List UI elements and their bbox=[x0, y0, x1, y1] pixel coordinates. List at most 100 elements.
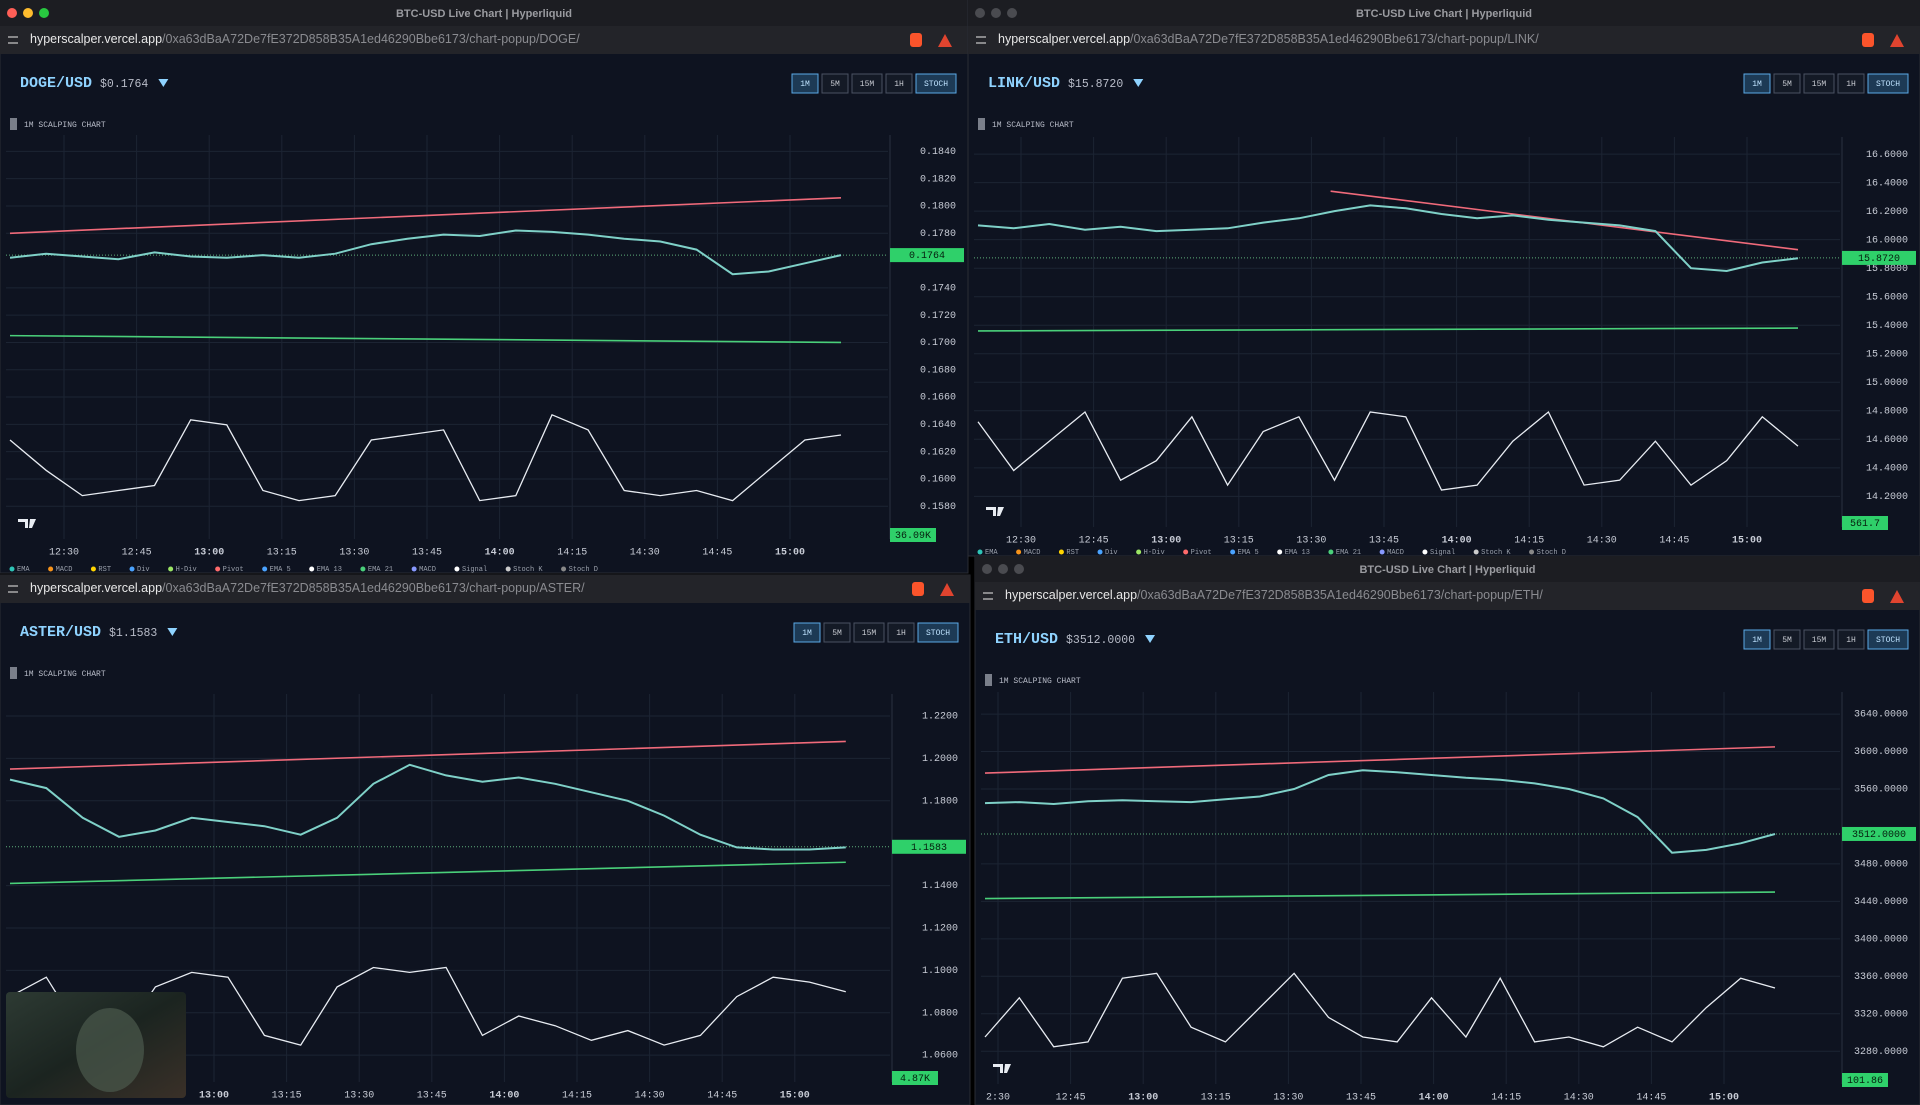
x-tick-label: 13:15 bbox=[272, 1091, 302, 1102]
url-host: hyperscalper.vercel.app bbox=[998, 32, 1130, 46]
symbol-dropdown[interactable] bbox=[1133, 79, 1144, 87]
interval-button[interactable] bbox=[1773, 73, 1801, 94]
legend-swatch bbox=[977, 549, 983, 555]
window-control[interactable] bbox=[998, 564, 1008, 574]
brave-shield-icon[interactable] bbox=[1862, 589, 1874, 603]
brave-rewards-icon[interactable] bbox=[1890, 34, 1904, 47]
interval-button-label: 15M bbox=[860, 80, 875, 89]
window-control[interactable] bbox=[1007, 8, 1017, 18]
support-line bbox=[977, 327, 1799, 332]
interval-button[interactable] bbox=[1837, 629, 1865, 650]
interval-button-label: 1M bbox=[802, 629, 812, 638]
y-tick-label: 1.0600 bbox=[922, 1051, 958, 1062]
interval-button-label: 5M bbox=[832, 629, 842, 638]
tradingview-logo-mark bbox=[986, 507, 1004, 516]
legend-label: Signal bbox=[462, 566, 487, 574]
symbol-price: $15.8720 bbox=[1068, 78, 1123, 91]
x-tick-label: 14:00 bbox=[489, 1091, 519, 1102]
interval-button[interactable] bbox=[1867, 629, 1909, 650]
legend-label: MACD bbox=[1387, 549, 1404, 557]
interval-button-label: 1M bbox=[1752, 80, 1762, 89]
url[interactable]: hyperscalper.vercel.app/0xa63dBaA72De7fE… bbox=[30, 581, 585, 595]
window-control[interactable] bbox=[975, 8, 985, 18]
legend-label: RST bbox=[98, 566, 111, 574]
window-control[interactable] bbox=[39, 8, 49, 18]
interval-button[interactable] bbox=[917, 622, 959, 643]
window-title: BTC-USD Live Chart | Hyperliquid bbox=[1359, 564, 1535, 576]
brave-shield-icon[interactable] bbox=[912, 582, 924, 596]
url[interactable]: hyperscalper.vercel.app/0xa63dBaA72De7fE… bbox=[1005, 588, 1543, 602]
window-title: BTC-USD Live Chart | Hyperliquid bbox=[396, 8, 572, 20]
brave-shield-icon[interactable] bbox=[1862, 33, 1874, 47]
title-bar bbox=[975, 556, 1920, 582]
window-control[interactable] bbox=[7, 8, 17, 18]
brave-shield-icon[interactable] bbox=[910, 33, 922, 47]
legend-swatch bbox=[1230, 549, 1236, 555]
symbol: ETH/USD bbox=[995, 631, 1058, 648]
stoch-line bbox=[977, 410, 1799, 491]
y-tick-label: 15.6000 bbox=[1866, 292, 1908, 303]
interval-button-label: 1H bbox=[896, 629, 906, 638]
interval-button[interactable] bbox=[821, 73, 849, 94]
resistance-line bbox=[984, 746, 1776, 774]
symbol-dropdown[interactable] bbox=[167, 628, 178, 636]
y-tick-label: 3480.0000 bbox=[1854, 860, 1908, 871]
legend-swatch bbox=[360, 566, 366, 572]
volume-label: 101.86 bbox=[1847, 1076, 1883, 1087]
window-control[interactable] bbox=[1014, 564, 1024, 574]
interval-button[interactable] bbox=[851, 73, 883, 94]
legend-label: Pivot bbox=[1191, 549, 1212, 557]
brave-rewards-icon[interactable] bbox=[938, 34, 952, 47]
interval-button[interactable] bbox=[1743, 629, 1771, 650]
interval-button[interactable] bbox=[1773, 629, 1801, 650]
x-tick-label: 15:00 bbox=[780, 1091, 810, 1102]
interval-button-label: STOCH bbox=[924, 80, 948, 89]
y-tick-label: 14.2000 bbox=[1866, 492, 1908, 503]
brave-rewards-icon[interactable] bbox=[1890, 590, 1904, 603]
interval-button[interactable] bbox=[1803, 73, 1835, 94]
window-control[interactable] bbox=[991, 8, 1001, 18]
symbol-dropdown[interactable] bbox=[158, 79, 169, 87]
interval-button[interactable] bbox=[793, 622, 821, 643]
symbol: DOGE/USD bbox=[20, 75, 92, 92]
volume-label: 4.87K bbox=[900, 1074, 930, 1085]
legend-swatch bbox=[168, 566, 174, 572]
url-bar bbox=[968, 26, 1920, 54]
symbol-dropdown[interactable] bbox=[1145, 635, 1156, 643]
interval-button-label: 5M bbox=[1782, 636, 1792, 645]
interval-button[interactable] bbox=[1743, 73, 1771, 94]
legend-label: MACD bbox=[1024, 549, 1041, 557]
interval-button[interactable] bbox=[1837, 73, 1865, 94]
interval-button[interactable] bbox=[791, 73, 819, 94]
y-tick-label: 0.1840 bbox=[920, 147, 956, 158]
interval-button[interactable] bbox=[915, 73, 957, 94]
y-tick-label: 0.1720 bbox=[920, 311, 956, 322]
legend-swatch bbox=[454, 566, 460, 572]
y-tick-label: 16.2000 bbox=[1866, 207, 1908, 218]
x-tick-label: 15:00 bbox=[775, 548, 805, 559]
brave-rewards-icon[interactable] bbox=[940, 583, 954, 596]
support-line bbox=[984, 891, 1776, 900]
window-control[interactable] bbox=[982, 564, 992, 574]
interval-button[interactable] bbox=[1867, 73, 1909, 94]
legend-label: Stoch K bbox=[1481, 549, 1511, 557]
support-line bbox=[9, 334, 842, 344]
interval-button[interactable] bbox=[853, 622, 885, 643]
url[interactable]: hyperscalper.vercel.app/0xa63dBaA72De7fE… bbox=[998, 32, 1539, 46]
window-control[interactable] bbox=[23, 8, 33, 18]
url-bar bbox=[0, 26, 968, 54]
url-host: hyperscalper.vercel.app bbox=[1005, 588, 1137, 602]
legend-swatch bbox=[1136, 549, 1142, 555]
legend-label: EMA 13 bbox=[317, 566, 342, 574]
interval-button[interactable] bbox=[885, 73, 913, 94]
url[interactable]: hyperscalper.vercel.app/0xa63dBaA72De7fE… bbox=[30, 32, 580, 46]
interval-button[interactable] bbox=[823, 622, 851, 643]
interval-button[interactable] bbox=[1803, 629, 1835, 650]
interval-button[interactable] bbox=[887, 622, 915, 643]
chart-label: 1M SCALPING CHART bbox=[24, 670, 106, 679]
x-tick-label: 12:30 bbox=[1006, 536, 1036, 547]
site-settings-icon bbox=[8, 585, 18, 593]
y-tick-label: 16.0000 bbox=[1866, 235, 1908, 246]
y-tick-label: 16.4000 bbox=[1866, 178, 1908, 189]
legend-swatch bbox=[1529, 549, 1535, 555]
